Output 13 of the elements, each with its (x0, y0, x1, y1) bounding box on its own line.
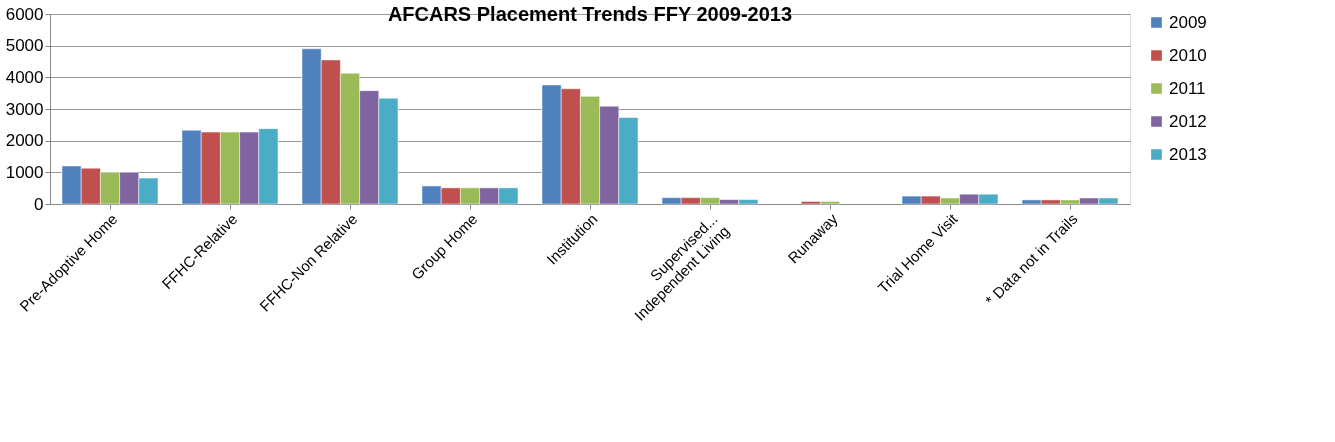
y-tick-label: 3000 (5, 99, 44, 119)
y-tick-label: 1000 (5, 162, 44, 182)
chart-title: AFCARS Placement Trends FFY 2009-2013 (387, 3, 793, 25)
legend-label: 2009 (1169, 12, 1207, 32)
y-tick-label: 6000 (5, 4, 44, 24)
y-tick-label: 5000 (5, 36, 44, 56)
legend-label: 2011 (1169, 78, 1206, 98)
legend-label: 2010 (1169, 45, 1207, 65)
y-tick-label: 4000 (5, 67, 44, 87)
y-tick-label: 0 (34, 194, 44, 214)
y-tick-label: 2000 (5, 131, 44, 151)
legend-label: 2012 (1169, 111, 1207, 131)
legend-label: 2013 (1169, 144, 1207, 164)
